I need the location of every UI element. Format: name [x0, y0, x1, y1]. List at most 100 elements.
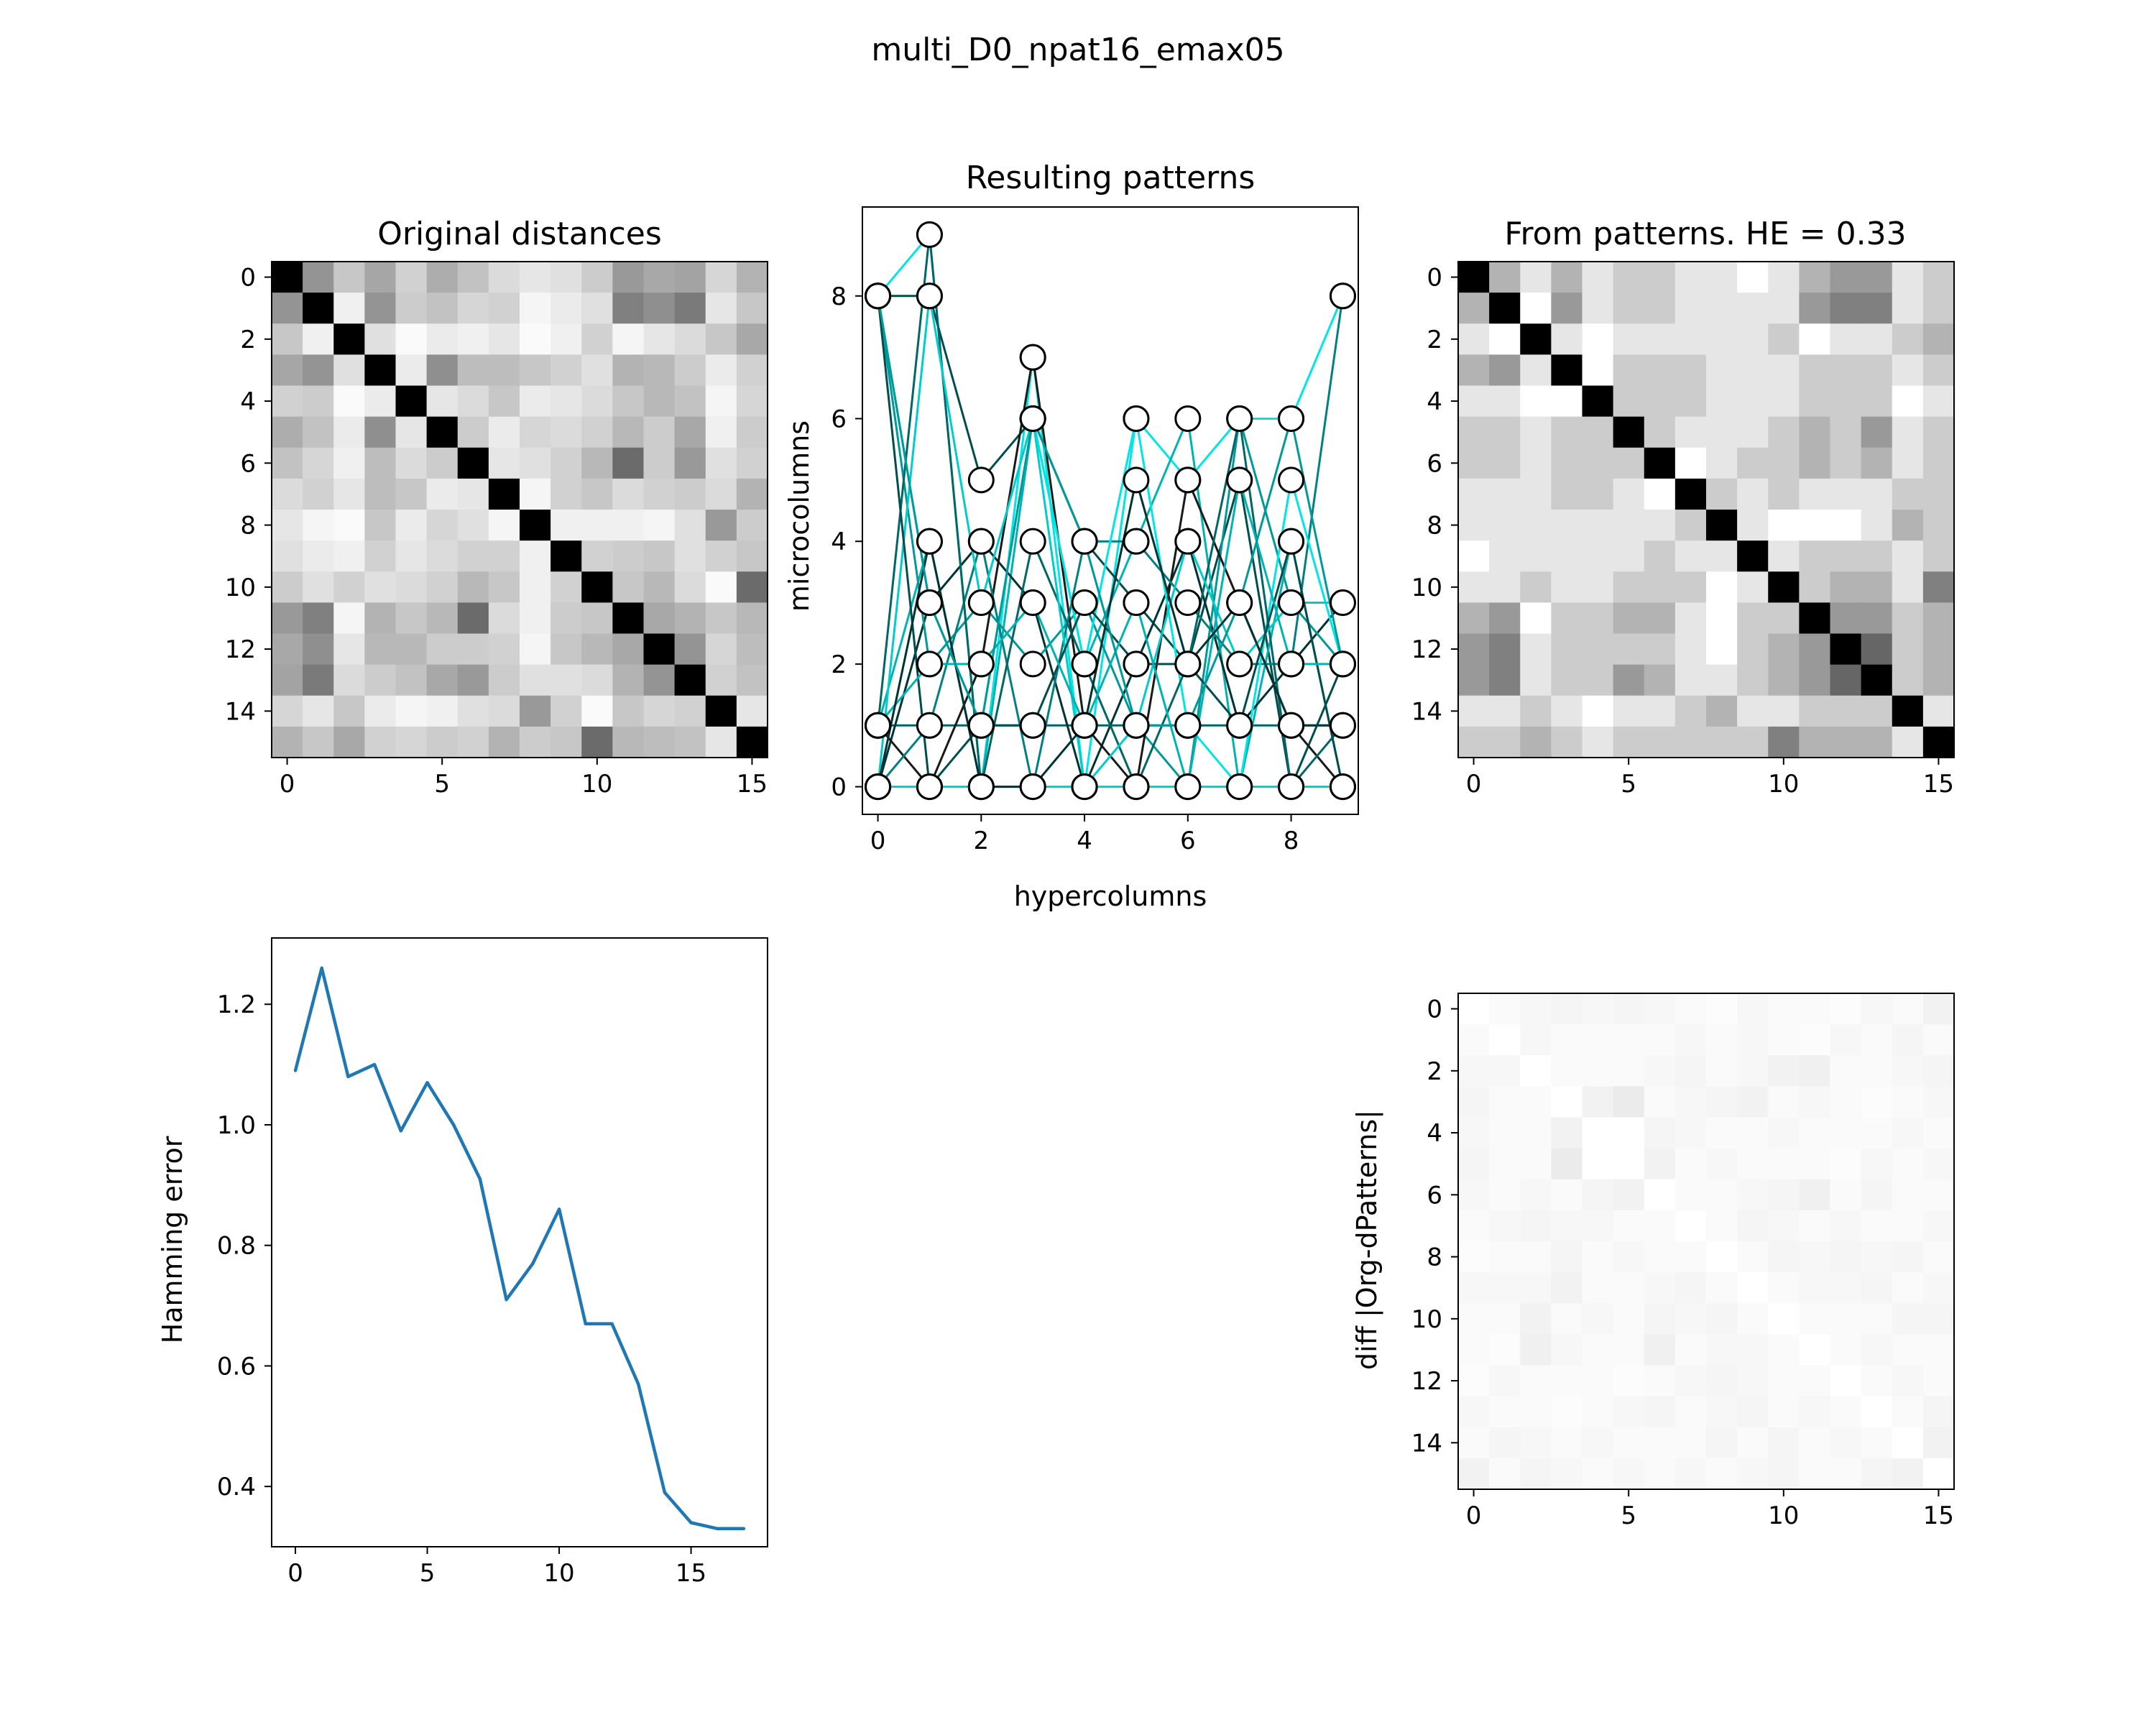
resulting-patterns-plot: Resulting patterns hypercolumns microcol…: [783, 160, 1359, 912]
diff-cell: [1489, 993, 1521, 1025]
diff-cell: [1551, 1241, 1583, 1273]
diff-cell: [1737, 1458, 1769, 1490]
orig-cell: [520, 478, 551, 510]
pattern-node: [1278, 773, 1305, 801]
from-cell: [1520, 571, 1552, 603]
from-cell: [1737, 385, 1769, 418]
orig-cell: [674, 540, 706, 572]
orig-cell: [364, 262, 397, 293]
orig-cell: [736, 323, 768, 355]
pattern-node: [865, 712, 892, 739]
orig-cell: [333, 695, 365, 727]
from-cell: [1830, 262, 1862, 293]
from-cell: [1674, 385, 1707, 418]
from-cell: [1644, 695, 1676, 727]
diff-cell: [1768, 1427, 1800, 1459]
from-cell: [1922, 262, 1955, 293]
diff-cell: [1737, 1241, 1769, 1273]
orig-cell: [612, 416, 645, 448]
diff-cell: [1861, 1427, 1893, 1459]
from-cell: [1674, 695, 1707, 727]
orig-cell: [488, 293, 520, 324]
from-cell: [1861, 571, 1893, 603]
from-cell: [1551, 633, 1583, 666]
from-cell: [1922, 293, 1955, 324]
diff-cell: [1799, 1427, 1831, 1459]
orig-cell: [333, 447, 365, 479]
from-cell: [1582, 540, 1614, 572]
diff-cell: [1644, 1210, 1676, 1242]
from-cell: [1768, 354, 1800, 387]
from-cell: [1922, 695, 1955, 727]
diff-cell: [1768, 1179, 1800, 1211]
from-cell: [1644, 664, 1676, 696]
from-cell: [1830, 293, 1862, 324]
diff-cell: [1458, 1086, 1490, 1118]
orig-cell: [395, 385, 428, 418]
hamming-point: [293, 1069, 298, 1072]
diff-cell: [1613, 1086, 1645, 1118]
diff-cell: [1551, 1303, 1583, 1335]
diff-cell: [1613, 1396, 1645, 1428]
from-cell: [1768, 726, 1800, 758]
from-cell: [1489, 385, 1521, 418]
diff-frame: [1457, 993, 1955, 1490]
diff-cell: [1458, 1117, 1490, 1149]
pattern-node: [1123, 405, 1150, 432]
orig-cell: [643, 695, 676, 727]
orig-cell: [581, 447, 613, 479]
diff-cell: [1799, 1117, 1831, 1149]
diff-cell: [1489, 1458, 1521, 1490]
orig-cell: [272, 602, 303, 635]
from-cell: [1922, 602, 1955, 635]
diff-cell: [1706, 1427, 1738, 1459]
orig-frame: [271, 261, 768, 758]
from-cell: [1861, 416, 1893, 448]
diff-cell: [1613, 1024, 1645, 1056]
pattern-node: [916, 528, 943, 555]
pattern-node: [1071, 589, 1098, 617]
pattern-node: [916, 282, 943, 310]
orig-cell: [333, 633, 365, 666]
from-cell: [1861, 323, 1893, 355]
orig-cell: [395, 293, 428, 324]
diff-cell: [1768, 1303, 1800, 1335]
diff-cell: [1737, 1210, 1769, 1242]
from-cell: [1706, 416, 1738, 448]
orig-cell: [333, 602, 365, 635]
patterns-xtick-label: 6: [1180, 827, 1196, 855]
from-cell: [1861, 540, 1893, 572]
orig-cell: [488, 478, 520, 510]
diff-cell: [1737, 993, 1769, 1025]
from-cell: [1582, 695, 1614, 727]
orig-cell: [550, 695, 582, 727]
diff-cell: [1706, 1117, 1738, 1149]
from-cell: [1799, 571, 1831, 603]
pattern-node: [1226, 773, 1253, 801]
from-cell: [1922, 510, 1955, 541]
hamming-point: [372, 1062, 377, 1067]
diff-cell: [1489, 1241, 1521, 1273]
orig-xtick-label: 10: [581, 770, 612, 799]
diff-cell: [1922, 1303, 1955, 1335]
orig-cell: [550, 293, 582, 324]
orig-cell: [303, 695, 334, 727]
from-cell: [1458, 416, 1490, 448]
from-cell: [1737, 726, 1769, 758]
diff-cell: [1737, 1055, 1769, 1087]
pattern-node: [1278, 466, 1305, 494]
from-cell: [1830, 571, 1862, 603]
hamming-xtick-label: 10: [543, 1559, 574, 1588]
orig-cell: [550, 416, 582, 448]
orig-cell: [303, 602, 334, 635]
diff-cell: [1458, 1427, 1490, 1459]
orig-cell: [488, 602, 520, 635]
from-cell: [1644, 385, 1676, 418]
orig-cell: [550, 602, 582, 635]
pattern-node: [1071, 650, 1098, 678]
from-cell: [1922, 354, 1955, 387]
original-distances-heatmap: Original distances 0 5 10 15 0 2 4 6 8 10 12 14: [225, 216, 768, 799]
orig-cell: [364, 695, 397, 727]
diff-cell: [1922, 1179, 1955, 1211]
orig-cell: [426, 385, 459, 418]
